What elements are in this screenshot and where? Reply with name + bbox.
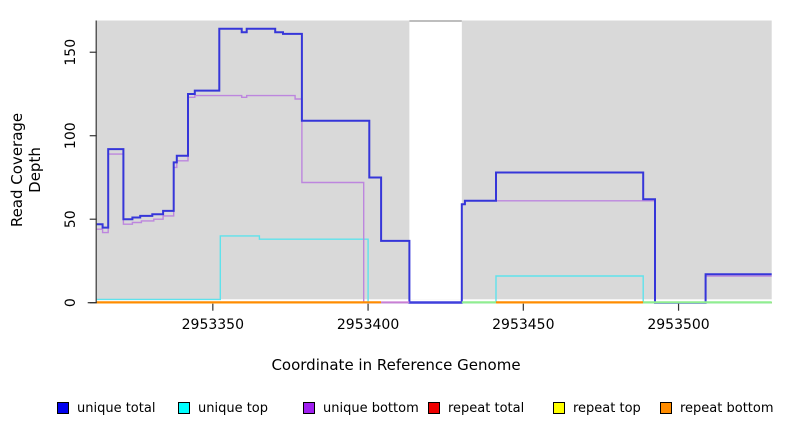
x-tick-label: 2953500	[647, 317, 709, 333]
legend-label: unique total	[77, 400, 156, 416]
y-axis-title: Read Coverage Depth	[8, 112, 44, 228]
chart-plot-area: 0 50 100 150 2953350 2953400 2953450 2953500	[63, 20, 772, 333]
legend-item-repeat-bottom: repeat bottom	[660, 400, 774, 416]
no-data-gap	[409, 20, 462, 300]
legend-label: unique top	[198, 400, 269, 416]
legend-swatch-unique-bottom	[303, 402, 315, 414]
legend-label: repeat total	[448, 400, 525, 416]
y-tick-label: 150	[63, 39, 79, 66]
legend-item-repeat-total: repeat total	[428, 400, 524, 416]
legend-item-unique-total: unique total	[57, 400, 155, 416]
legend-swatch-repeat-total	[428, 402, 440, 414]
x-tick-label: 2953350	[182, 317, 244, 333]
legend-label: repeat bottom	[680, 400, 774, 416]
legend-label: repeat top	[573, 400, 641, 416]
y-tick-label: 100	[63, 122, 79, 149]
legend-swatch-unique-top	[178, 402, 190, 414]
x-tick-label: 2953400	[337, 317, 399, 333]
x-tick-label: 2953450	[492, 317, 554, 333]
legend-item-repeat-top: repeat top	[553, 400, 641, 416]
legend-item-unique-top: unique top	[178, 400, 268, 416]
series-unique-top	[96, 235, 772, 304]
legend-swatch-repeat-bottom	[660, 402, 672, 414]
legend-item-unique-bottom: unique bottom	[303, 400, 419, 416]
x-axis-title: Coordinate in Reference Genome	[271, 356, 521, 374]
legend-swatch-unique-total	[57, 402, 69, 414]
legend-swatch-repeat-top	[553, 402, 565, 414]
y-tick-label: 50	[63, 210, 79, 228]
series-unique-total	[96, 27, 772, 304]
legend-label: unique bottom	[323, 400, 419, 416]
y-tick-label: 0	[63, 298, 79, 307]
